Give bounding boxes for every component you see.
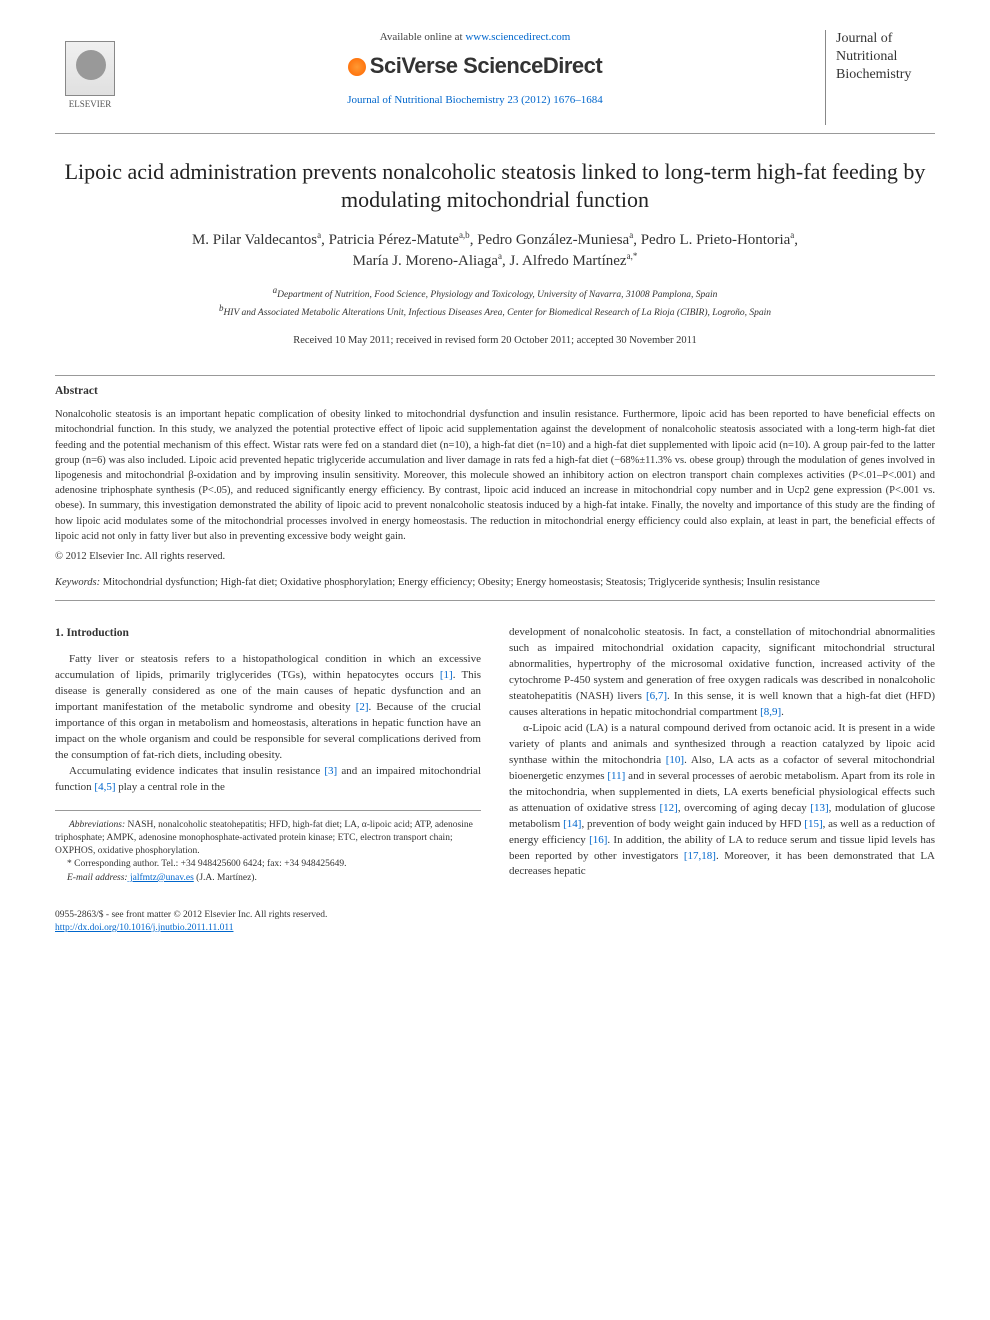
- abbreviations: Abbreviations: NASH, nonalcoholic steato…: [55, 819, 481, 859]
- available-online: Available online at www.sciencedirect.co…: [145, 30, 805, 45]
- footer-left: 0955-2863/$ - see front matter © 2012 El…: [55, 909, 327, 935]
- platform-name: SciVerse ScienceDirect: [370, 53, 602, 78]
- right-column: development of nonalcoholic steatosis. I…: [509, 625, 935, 885]
- left-column: 1. Introduction Fatty liver or steatosis…: [55, 625, 481, 885]
- intro-p4: α-Lipoic acid (LA) is a natural compound…: [509, 721, 935, 880]
- issn-line: 0955-2863/$ - see front matter © 2012 El…: [55, 909, 327, 922]
- intro-p2: Accumulating evidence indicates that ins…: [55, 764, 481, 796]
- elsevier-label: ELSEVIER: [69, 98, 112, 110]
- author: Patricia Pérez-Matutea,b: [329, 232, 470, 248]
- author: Pedro L. Prieto-Hontoriaa: [641, 232, 795, 248]
- affiliation-b: bHIV and Associated Metabolic Alteration…: [55, 302, 935, 320]
- page-header: ELSEVIER Available online at www.science…: [55, 30, 935, 125]
- email: E-mail address: jalfmtz@unav.es (J.A. Ma…: [55, 872, 481, 885]
- abstract-top-rule: [55, 375, 935, 376]
- intro-p3: development of nonalcoholic steatosis. I…: [509, 625, 935, 721]
- affiliation-a: aDepartment of Nutrition, Food Science, …: [55, 284, 935, 302]
- sciverse-logo: SciVerse ScienceDirect: [145, 51, 805, 81]
- sciverse-dot-icon: [348, 58, 366, 76]
- elsevier-logo: ELSEVIER: [55, 30, 125, 110]
- author-list: M. Pilar Valdecantosa, Patricia Pérez-Ma…: [55, 229, 935, 272]
- author: Pedro González-Muniesaa: [477, 232, 633, 248]
- journal-cover: Journal of Nutritional Biochemistry: [825, 30, 935, 125]
- affiliations: aDepartment of Nutrition, Food Science, …: [55, 284, 935, 321]
- sciencedirect-link[interactable]: www.sciencedirect.com: [465, 31, 570, 43]
- email-link[interactable]: jalfmtz@unav.es: [128, 873, 194, 883]
- keywords-text: Mitochondrial dysfunction; High-fat diet…: [100, 577, 820, 588]
- elsevier-tree-icon: [65, 41, 115, 96]
- intro-p1: Fatty liver or steatosis refers to a his…: [55, 652, 481, 764]
- page-footer: 0955-2863/$ - see front matter © 2012 El…: [55, 909, 935, 935]
- keywords-label: Keywords:: [55, 577, 100, 588]
- footnotes: Abbreviations: NASH, nonalcoholic steato…: [55, 810, 481, 885]
- keywords: Keywords: Mitochondrial dysfunction; Hig…: [55, 576, 935, 590]
- article-dates: Received 10 May 2011; received in revise…: [55, 334, 935, 348]
- corresponding-author: * Corresponding author. Tel.: +34 948425…: [55, 858, 481, 871]
- header-rule: [55, 133, 935, 134]
- journal-reference[interactable]: Journal of Nutritional Biochemistry 23 (…: [145, 93, 805, 108]
- abstract-bottom-rule: [55, 600, 935, 601]
- center-header: Available online at www.sciencedirect.co…: [125, 30, 825, 107]
- doi-link[interactable]: http://dx.doi.org/10.1016/j.jnutbio.2011…: [55, 923, 233, 933]
- abstract-copyright: © 2012 Elsevier Inc. All rights reserved…: [55, 550, 935, 564]
- journal-cover-line: Nutritional: [836, 48, 935, 66]
- available-text: Available online at: [380, 31, 466, 43]
- body-columns: 1. Introduction Fatty liver or steatosis…: [55, 625, 935, 885]
- author: M. Pilar Valdecantosa: [192, 232, 321, 248]
- author: María J. Moreno-Aliagaa: [353, 253, 502, 269]
- journal-cover-line: Biochemistry: [836, 66, 935, 84]
- article-title: Lipoic acid administration prevents nona…: [55, 158, 935, 213]
- abstract-body: Nonalcoholic steatosis is an important h…: [55, 407, 935, 544]
- author: J. Alfredo Martíneza,*: [510, 253, 638, 269]
- abstract-heading: Abstract: [55, 384, 935, 400]
- intro-heading: 1. Introduction: [55, 625, 481, 642]
- journal-cover-line: Journal of: [836, 30, 935, 48]
